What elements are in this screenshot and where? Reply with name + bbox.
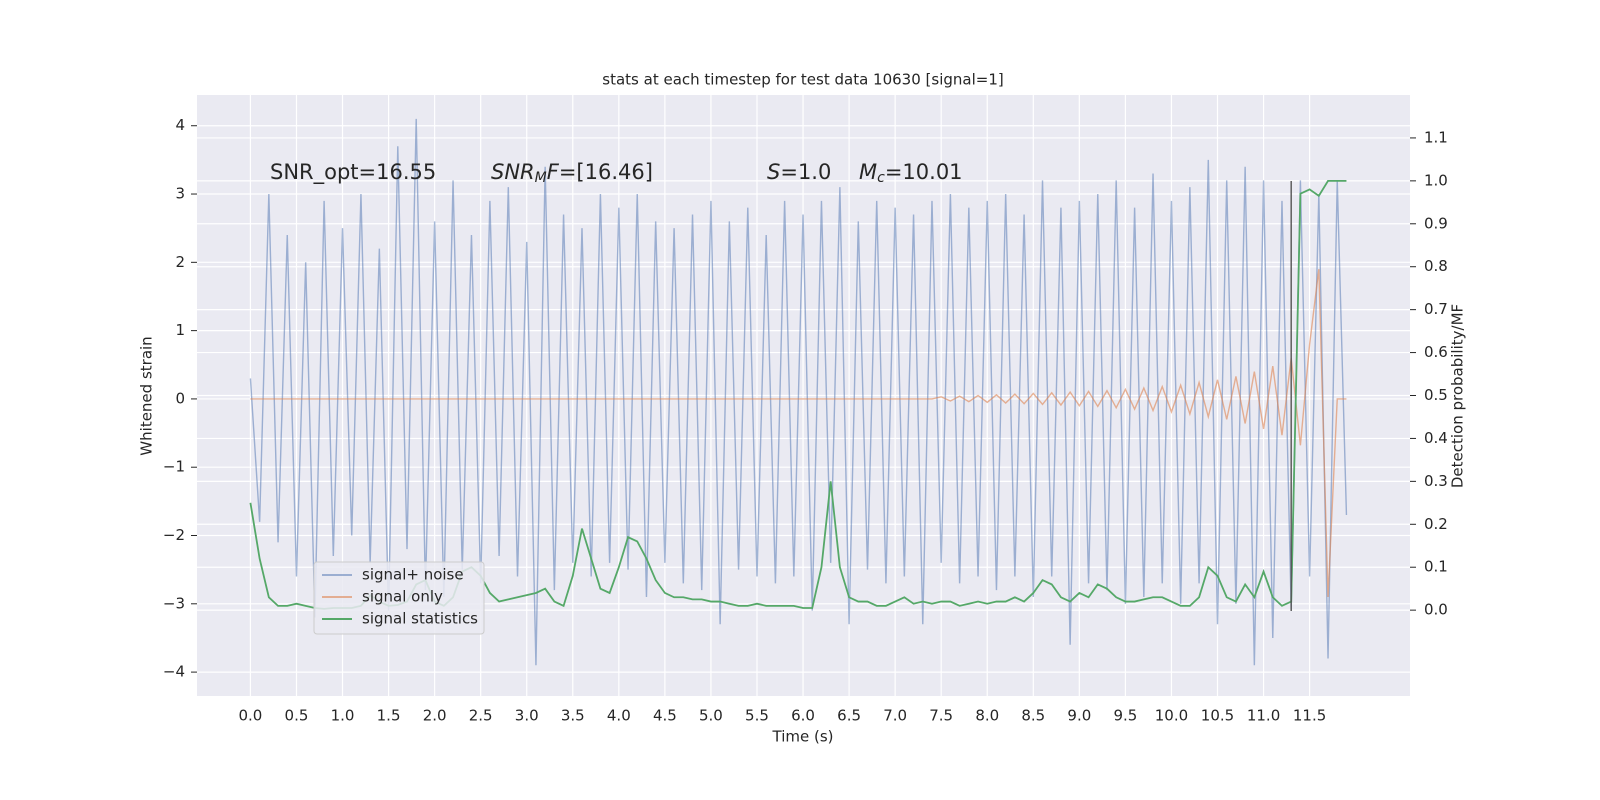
y-tick-label: −4 xyxy=(163,663,185,681)
legend-label: signal+ noise xyxy=(362,566,464,584)
y2-tick-label: 0.1 xyxy=(1424,558,1448,576)
y-tick-label: −2 xyxy=(163,526,185,544)
x-tick-label: 4.5 xyxy=(653,707,677,725)
y2-tick-label: 0.0 xyxy=(1424,601,1448,619)
x-tick-label: 0.0 xyxy=(238,707,262,725)
x-tick-label: 2.0 xyxy=(423,707,447,725)
y2-tick-label: 0.2 xyxy=(1424,515,1448,533)
series-line xyxy=(250,269,1347,598)
x-tick-label: 3.5 xyxy=(561,707,585,725)
annotation-part: S xyxy=(767,160,780,184)
annotation-part: =1.0 xyxy=(780,160,831,184)
annotation-part: M xyxy=(859,160,877,184)
x-tick-label: 0.5 xyxy=(285,707,309,725)
legend-label: signal statistics xyxy=(362,610,478,628)
x-tick-label: 5.5 xyxy=(745,707,769,725)
y-tick-label: 0 xyxy=(175,389,185,407)
x-tick-label: 4.0 xyxy=(607,707,631,725)
annotation: SNRMF=[16.46] xyxy=(491,160,653,186)
y-tick-label: 1 xyxy=(175,321,185,339)
annotation-part: F xyxy=(547,160,560,184)
annotation-part: =10.01 xyxy=(885,160,963,184)
x-tick-label: 8.5 xyxy=(1021,707,1045,725)
y2-tick-label: 0.9 xyxy=(1424,214,1448,232)
annotation: Mc=10.01 xyxy=(859,160,963,186)
legend-label: signal only xyxy=(362,588,443,606)
x-tick-label: 10.0 xyxy=(1155,707,1188,725)
x-tick-label: 11.0 xyxy=(1247,707,1280,725)
y2-axis-label: Detection probability/MF xyxy=(1449,304,1467,488)
x-tick-label: 2.5 xyxy=(469,707,493,725)
x-tick-label: 9.5 xyxy=(1113,707,1137,725)
y-tick-label: −1 xyxy=(163,458,185,476)
y2-tick-label: 1.0 xyxy=(1424,171,1448,189)
x-tick-label: 3.0 xyxy=(515,707,539,725)
y2-tick-label: 0.4 xyxy=(1424,429,1448,447)
y2-tick-label: 0.8 xyxy=(1424,257,1448,275)
x-tick-label: 1.5 xyxy=(377,707,401,725)
x-tick-label: 6.0 xyxy=(791,707,815,725)
annotation-part: SNR_opt=16.55 xyxy=(270,160,436,185)
y2-tick-label: 0.7 xyxy=(1424,300,1448,318)
y-tick-label: 4 xyxy=(175,116,185,134)
x-tick-label: 8.0 xyxy=(975,707,999,725)
annotation-part: =[16.46] xyxy=(559,160,653,184)
annotation-part: M xyxy=(535,170,547,186)
x-tick-label: 6.5 xyxy=(837,707,861,725)
series-line xyxy=(249,118,1348,666)
x-tick-label: 1.0 xyxy=(331,707,355,725)
y-tick-label: 3 xyxy=(175,185,185,203)
x-tick-label: 11.5 xyxy=(1293,707,1326,725)
x-tick-label: 7.5 xyxy=(929,707,953,725)
y2-tick-label: 0.6 xyxy=(1424,343,1448,361)
chart-title: stats at each timestep for test data 106… xyxy=(602,71,1003,89)
y2-tick-label: 0.5 xyxy=(1424,386,1448,404)
annotation-part: c xyxy=(877,170,885,186)
annotation: S=1.0 xyxy=(767,160,831,184)
y2-tick-label: 0.3 xyxy=(1424,472,1448,490)
y2-tick-label: 1.1 xyxy=(1424,128,1448,146)
legend-box xyxy=(313,561,485,635)
x-tick-label: 10.5 xyxy=(1201,707,1234,725)
y-tick-label: 2 xyxy=(175,253,185,271)
x-tick-label: 9.0 xyxy=(1067,707,1091,725)
x-axis-label: Time (s) xyxy=(772,728,834,746)
y-tick-label: −3 xyxy=(163,594,185,612)
annotation-part: SNR xyxy=(491,160,535,184)
annotation: SNR_opt=16.55 xyxy=(270,160,436,185)
y-axis-label: Whitened strain xyxy=(138,336,156,455)
x-tick-label: 7.0 xyxy=(883,707,907,725)
x-tick-label: 5.0 xyxy=(699,707,723,725)
